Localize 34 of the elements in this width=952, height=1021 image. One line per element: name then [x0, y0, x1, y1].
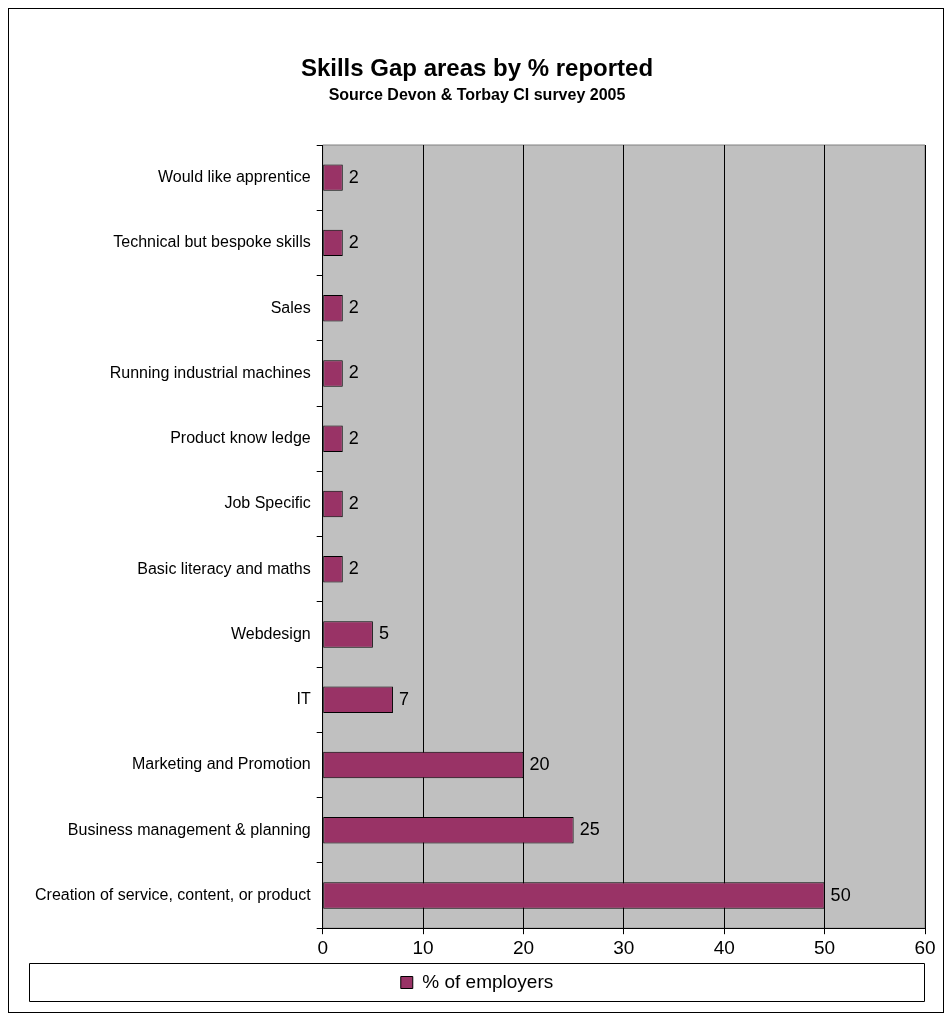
y-tick-label: Basic literacy and maths	[137, 559, 311, 577]
data-label: 2	[348, 362, 359, 383]
x-tick-label: 20	[512, 936, 535, 958]
chart-title: Skills Gap areas by % reported	[300, 54, 654, 82]
legend-label: % of employers	[422, 970, 554, 992]
data-label: 2	[348, 166, 359, 187]
y-tick-label: Running industrial machines	[109, 363, 311, 381]
x-tick-label: 40	[713, 936, 735, 958]
y-tick-label: Business management & planning	[67, 820, 311, 838]
x-tick-label: 10	[412, 936, 434, 958]
y-tick-label: IT	[296, 690, 311, 708]
y-tick-label: Marketing and Promotion	[131, 755, 311, 773]
data-label: 50	[830, 884, 851, 905]
data-label: 20	[529, 754, 550, 774]
x-tick-label: 0	[317, 936, 328, 958]
y-tick-label: Creation of service, content, or product	[34, 885, 312, 903]
y-tick-label: Job Specific	[224, 494, 311, 512]
y-tick-label: Product know ledge	[170, 429, 311, 447]
data-label: 2	[348, 427, 359, 448]
x-tick-label: 50	[814, 936, 836, 958]
y-tick-label: Would like apprentice	[158, 168, 311, 186]
data-label: 2	[348, 558, 359, 579]
y-tick-label: Technical but bespoke skills	[113, 233, 311, 251]
x-tick-label: 30	[613, 936, 635, 958]
y-tick-label: Sales	[270, 298, 311, 316]
data-label: 25	[579, 819, 600, 840]
x-tick-label: 60	[914, 936, 936, 958]
chart-subtitle: Source Devon & Torbay CI survey 2005	[328, 85, 626, 103]
data-label: 2	[348, 297, 359, 318]
data-label: 2	[348, 492, 359, 513]
data-label: 7	[398, 688, 409, 709]
data-label: 5	[378, 623, 389, 644]
y-tick-label: Webdesign	[230, 624, 311, 642]
data-label: 2	[348, 231, 359, 252]
